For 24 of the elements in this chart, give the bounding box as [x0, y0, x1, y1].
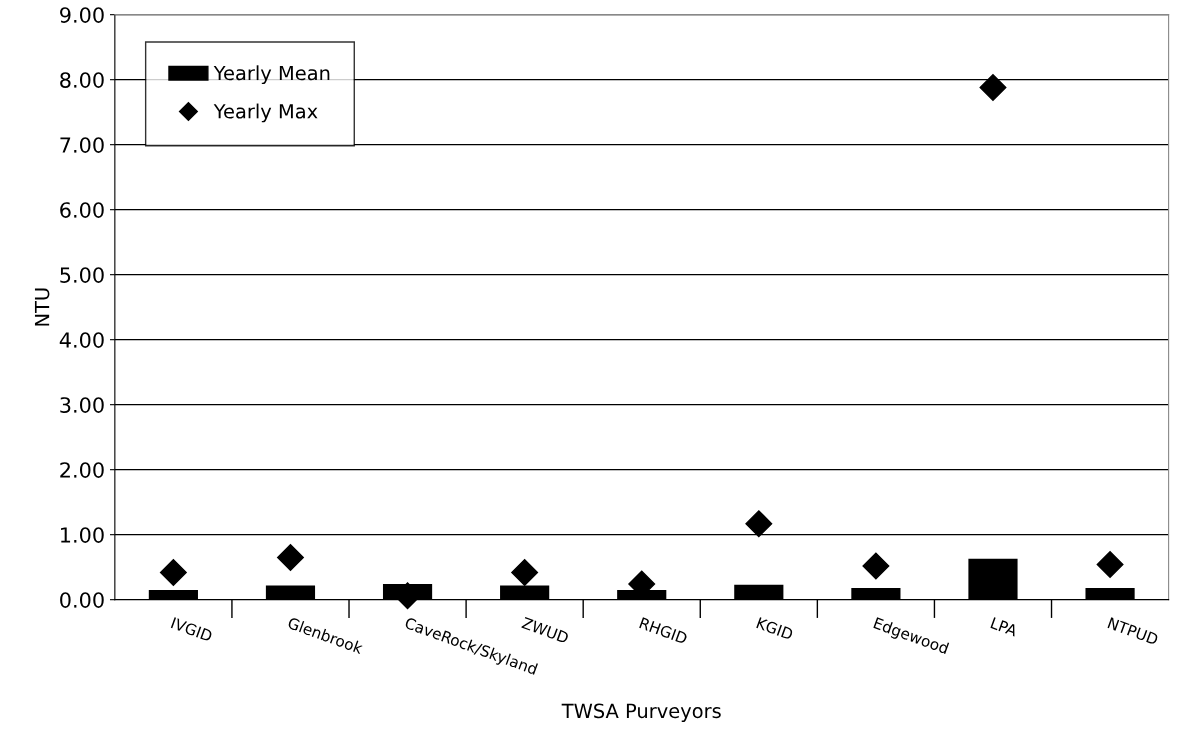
y-tick-label: 1.00: [61, 527, 104, 543]
y-tick-label: 6.00: [60, 202, 104, 218]
y-tick-label: 4.00: [59, 332, 104, 348]
x-axis-title: TWSA Purveyors: [561, 703, 721, 722]
legend-label: Yearly Mean: [213, 65, 330, 85]
y-tick-label: 9.00: [60, 7, 104, 23]
point: [862, 552, 890, 580]
legend-label: Yearly Max: [213, 103, 318, 123]
y-tick-label: 7.00: [60, 137, 104, 153]
x-tick-label: IVGID: [170, 617, 213, 642]
y-tick-label: 3.00: [60, 397, 104, 413]
y-tick-label: 5.00: [60, 267, 104, 283]
y-tick-label: 0.00: [60, 592, 104, 608]
y-tick-label: 2.00: [60, 462, 104, 478]
y-axis-title: NTU: [34, 288, 50, 326]
x-tick-label: KGID: [756, 617, 794, 641]
point: [159, 558, 187, 586]
point: [511, 558, 539, 586]
point: [745, 510, 773, 538]
y-tick-label: 8.00: [60, 72, 104, 88]
point: [1096, 551, 1124, 579]
point: [979, 74, 1007, 101]
x-tick-label: LPA: [990, 617, 1019, 637]
point: [277, 543, 304, 571]
